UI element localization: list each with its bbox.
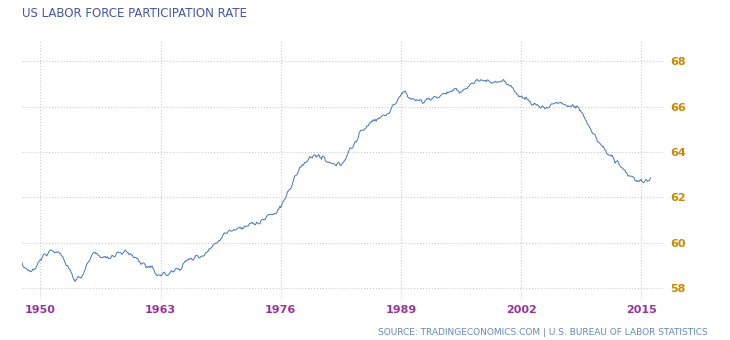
- Text: US LABOR FORCE PARTICIPATION RATE: US LABOR FORCE PARTICIPATION RATE: [22, 7, 247, 20]
- Text: SOURCE: TRADINGECONOMICS.COM | U.S. BUREAU OF LABOR STATISTICS: SOURCE: TRADINGECONOMICS.COM | U.S. BURE…: [378, 328, 708, 337]
